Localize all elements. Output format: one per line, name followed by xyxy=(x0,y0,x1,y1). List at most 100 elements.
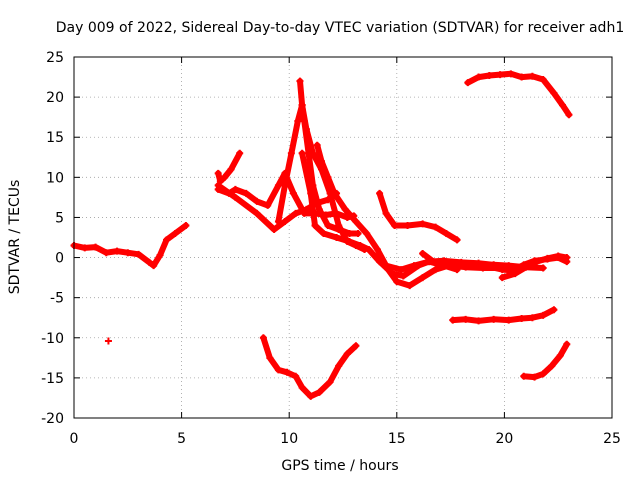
data-point xyxy=(253,197,261,205)
data-point xyxy=(231,185,239,193)
data-point xyxy=(102,249,110,257)
x-tick-label: 25 xyxy=(603,431,621,447)
data-point xyxy=(453,236,461,244)
x-axis-label: GPS time / hours xyxy=(281,458,398,474)
data-point xyxy=(287,149,295,157)
data-series-arc-13 xyxy=(498,252,571,282)
data-point xyxy=(266,354,274,362)
data-point xyxy=(283,368,291,376)
data-point xyxy=(324,173,332,181)
data-point xyxy=(330,189,338,197)
data-point xyxy=(335,362,343,370)
data-point xyxy=(214,181,222,189)
data-point xyxy=(419,274,427,282)
data-point xyxy=(343,350,351,358)
data-point xyxy=(345,238,353,246)
data-point xyxy=(135,250,143,258)
data-point xyxy=(333,234,341,241)
series-trace xyxy=(260,334,359,400)
data-point xyxy=(565,111,573,119)
data-point xyxy=(274,217,282,225)
data-point xyxy=(559,101,567,109)
y-axis-label: SDTVAR / TECUs xyxy=(7,180,23,295)
data-point xyxy=(124,249,132,257)
data-point xyxy=(171,229,179,237)
data-point xyxy=(264,201,272,209)
data-point xyxy=(373,246,381,254)
data-point xyxy=(163,236,171,244)
data-point xyxy=(92,243,100,251)
data-point xyxy=(326,378,334,386)
data-point xyxy=(345,229,353,237)
series-trace xyxy=(376,190,461,243)
data-point xyxy=(302,205,310,213)
data-point xyxy=(475,317,483,325)
series-trace xyxy=(215,182,340,233)
data-point xyxy=(485,71,493,79)
data-point xyxy=(281,217,289,225)
data-point xyxy=(550,306,558,314)
data-series-arc-02 xyxy=(104,337,112,345)
y-tick-label: -5 xyxy=(50,291,64,307)
data-point xyxy=(341,205,349,213)
data-point xyxy=(429,258,437,266)
data-point xyxy=(556,351,564,359)
data-point xyxy=(475,73,483,81)
x-tick-label: 15 xyxy=(388,431,406,447)
data-point xyxy=(393,278,401,286)
data-point xyxy=(150,262,158,270)
data-point xyxy=(315,388,323,396)
data-point xyxy=(539,370,547,378)
data-point xyxy=(498,274,506,282)
data-point xyxy=(382,209,390,217)
data-point xyxy=(259,334,267,342)
data-point xyxy=(227,165,235,173)
data-point xyxy=(520,372,528,380)
data-point xyxy=(113,247,121,255)
data-point xyxy=(490,315,498,323)
data-point xyxy=(231,193,239,201)
data-point xyxy=(324,221,332,229)
data-point xyxy=(363,229,371,237)
data-point xyxy=(298,101,306,109)
data-point xyxy=(505,316,513,324)
plot-frame xyxy=(73,56,613,419)
data-point xyxy=(419,250,427,258)
data-series-arc-17 xyxy=(464,70,573,119)
data-point xyxy=(292,209,300,217)
y-tick-label: 15 xyxy=(46,130,64,146)
x-tick-label: 5 xyxy=(177,431,186,447)
data-point xyxy=(496,71,504,79)
y-tick-label: 10 xyxy=(46,170,64,186)
data-point xyxy=(539,311,547,319)
data-point xyxy=(442,262,450,270)
y-tick-label: 0 xyxy=(55,251,64,267)
data-point xyxy=(145,258,153,266)
data-point xyxy=(462,315,470,323)
chart-title: Day 009 of 2022, Sidereal Day-to-day VTE… xyxy=(56,20,624,36)
data-point xyxy=(298,149,306,157)
data-point xyxy=(563,254,571,262)
data-point xyxy=(432,266,440,274)
data-point xyxy=(214,169,222,177)
data-point xyxy=(296,77,304,85)
data-point xyxy=(236,149,244,157)
data-point xyxy=(419,220,427,228)
data-point xyxy=(311,221,319,229)
y-tick-label: -15 xyxy=(41,371,64,387)
data-point xyxy=(292,372,300,380)
data-point xyxy=(432,223,440,231)
data-point xyxy=(487,263,495,271)
data-point xyxy=(397,266,405,274)
data-point xyxy=(81,244,89,252)
y-tick-label: -10 xyxy=(41,331,64,347)
data-point xyxy=(563,340,571,348)
data-point xyxy=(182,221,190,229)
series-trace xyxy=(520,341,570,381)
data-point xyxy=(317,157,325,165)
data-point xyxy=(294,117,302,125)
data-point xyxy=(539,75,547,83)
data-point xyxy=(528,72,536,80)
